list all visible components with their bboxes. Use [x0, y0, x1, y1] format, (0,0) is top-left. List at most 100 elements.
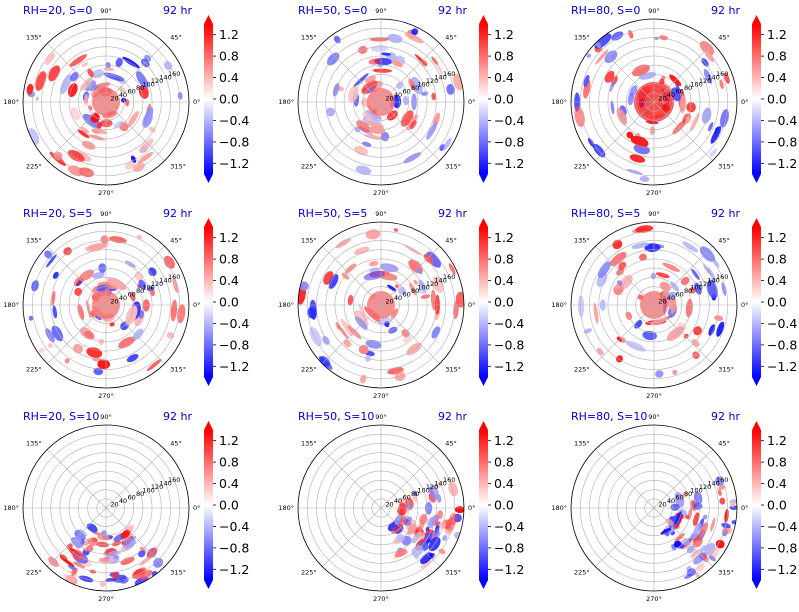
field-cell — [391, 523, 404, 535]
field-cell — [127, 110, 139, 128]
field-cell — [67, 165, 84, 177]
field-cell — [701, 107, 712, 124]
colorbar-extend-top — [479, 218, 488, 227]
colorbar-tick-label: 0.8 — [494, 252, 514, 267]
radius-tick-label: 160 — [716, 476, 728, 484]
field-cell — [92, 271, 105, 279]
panel-title-left: RH=50, S=0 — [298, 4, 367, 17]
panel-title-right: 92 hr — [438, 207, 467, 220]
field-cell — [77, 303, 85, 321]
colorbar: 1.2 0.8 0.4 0.0 −0.4 −0.8 −1.2 — [479, 218, 524, 386]
field-cell — [35, 96, 40, 101]
angle-tick-label: 0° — [468, 504, 475, 512]
field-cell — [172, 278, 179, 294]
field-cell — [177, 304, 186, 324]
radius-tick-label: 100 — [142, 283, 154, 291]
field-cell — [135, 71, 149, 89]
field-cell — [338, 325, 349, 339]
field-layer — [660, 476, 737, 580]
field-cell — [153, 557, 164, 568]
field-cell — [415, 267, 423, 275]
colorbar-extend-top — [479, 421, 488, 430]
field-cell — [436, 63, 444, 76]
angle-tick-label: 225° — [301, 568, 317, 576]
radius-tick-label: 20 — [110, 298, 118, 306]
field-cell — [426, 122, 438, 140]
angular-gridline — [380, 101, 440, 161]
radius-tick-label: 60 — [675, 290, 683, 298]
colorbar-tick-label: 0.4 — [219, 273, 239, 288]
field-cell — [685, 514, 690, 520]
field-cell — [137, 151, 154, 164]
field-cell — [409, 120, 417, 130]
field-cell — [328, 274, 339, 289]
field-cell — [723, 72, 730, 84]
field-cell — [143, 106, 154, 127]
angle-tick-label: 270° — [98, 595, 114, 603]
colorbar-tick-label: 0.8 — [219, 455, 239, 470]
angle-tick-label: 0° — [193, 504, 200, 512]
field-cell — [708, 324, 716, 336]
colorbar-extend-top — [204, 421, 213, 430]
field-cell — [691, 268, 700, 280]
field-cell — [689, 286, 696, 294]
radius-tick-label: 40 — [394, 294, 402, 302]
colorbar-tick-label: −0.8 — [219, 134, 249, 149]
field-cell — [53, 151, 63, 161]
angle-tick-label: 45° — [170, 34, 182, 42]
angular-gridline — [322, 304, 382, 364]
angle-tick-label: 270° — [373, 392, 389, 400]
field-cell — [122, 56, 140, 69]
radius-tick-label: 40 — [119, 497, 127, 505]
field-cell — [139, 569, 153, 580]
field-cell — [719, 497, 726, 505]
field-cell — [587, 138, 595, 148]
field-cell — [707, 279, 718, 299]
field-cell — [618, 261, 627, 270]
angle-tick-label: 135° — [301, 237, 317, 245]
field-cell — [619, 274, 633, 290]
colorbar-tick-label: −0.4 — [494, 519, 524, 534]
radius-tick-label: 20 — [110, 95, 118, 103]
field-cell — [99, 580, 106, 587]
field-cell — [100, 119, 113, 128]
field-cell — [88, 134, 106, 141]
radius-tick-label: 100 — [142, 486, 154, 494]
radius-tick-label: 100 — [690, 486, 702, 494]
angular-gridline — [653, 449, 713, 509]
radius-tick-label: 60 — [402, 493, 410, 501]
field-cell — [64, 358, 70, 364]
field-cell — [325, 107, 336, 117]
field-cell — [673, 540, 682, 548]
colorbar-tick-label: −0.8 — [494, 337, 524, 352]
colorbar-tick-label: 0.8 — [219, 49, 239, 64]
colorbar-fill — [204, 227, 213, 377]
panel-title-right: 92 hr — [163, 4, 192, 17]
field-cell — [399, 515, 407, 526]
field-cell — [708, 122, 714, 132]
field-cell — [139, 556, 152, 566]
radius-tick-label: 80 — [136, 84, 144, 92]
field-cell — [109, 322, 115, 327]
colorbar-extend-top — [479, 15, 488, 24]
colorbar-tick-label: −1.2 — [219, 562, 249, 577]
angle-tick-label: 270° — [373, 189, 389, 197]
field-cell — [387, 284, 397, 292]
panel-title-left: RH=20, S=5 — [23, 207, 92, 220]
field-cell — [67, 149, 85, 163]
colorbar-tick-label: −0.4 — [219, 316, 249, 331]
angle-tick-label: 225° — [574, 568, 590, 576]
field-cell — [616, 267, 625, 276]
colorbar-fill — [752, 24, 761, 174]
angle-tick-label: 90° — [375, 210, 387, 218]
angle-tick-label: 90° — [648, 210, 660, 218]
field-cell — [347, 294, 354, 306]
panel-title-right: 92 hr — [438, 4, 467, 17]
radius-tick-label: 120 — [151, 280, 163, 288]
field-cell — [604, 50, 618, 64]
field-cell — [693, 491, 703, 505]
field-cell — [363, 270, 385, 281]
angular-gridline — [653, 43, 713, 103]
angle-tick-label: 135° — [574, 237, 590, 245]
angle-tick-label: 45° — [170, 237, 182, 245]
